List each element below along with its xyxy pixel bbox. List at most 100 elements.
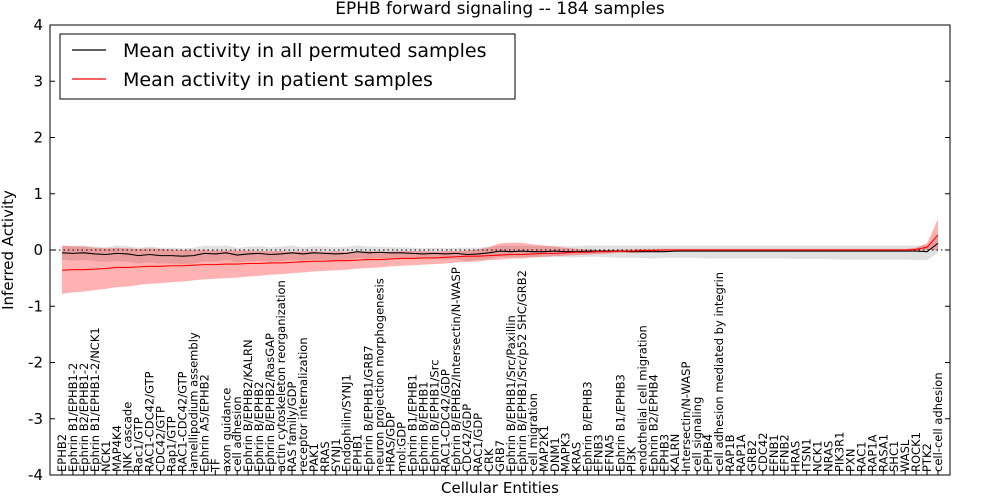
category-label: Ephrin B2/EPHB4	[646, 374, 660, 472]
category-label: JNK cascade	[121, 402, 135, 473]
y-tick-label: 0	[33, 241, 43, 259]
category-label: RAS family/GDP	[285, 382, 299, 472]
permuted-band	[62, 234, 938, 265]
category-label: DNM1	[548, 437, 562, 472]
category-label: CDC42/GDP	[460, 404, 474, 472]
category-label: axon guidance	[219, 388, 233, 472]
category-label: Ephrin B/EPHB1/Src/Paxillin	[504, 315, 518, 472]
category-label: Ephrin B1/EPHB3	[613, 374, 627, 472]
category-label: Ephrin B1/EPHB1-2/NCK1	[88, 327, 102, 472]
category-label: lamellipodium assembly	[186, 332, 200, 472]
y-tick-label: 3	[33, 72, 43, 90]
legend: Mean activity in all permuted samples Me…	[59, 33, 516, 100]
category-label: GRB7	[493, 440, 507, 472]
category-label: Ephrin B/EPHB2/Intersectin/N-WASP	[449, 267, 463, 472]
category-label: RAP1B	[723, 434, 737, 472]
chart-title: EPHB forward signaling -- 184 samples	[335, 0, 665, 19]
category-label: EFNB2	[778, 434, 792, 472]
y-tick-label: -3	[28, 410, 43, 428]
category-label: cell-cell adhesion	[931, 372, 945, 472]
category-label: endothelial cell migration	[635, 325, 649, 472]
plot-area	[50, 219, 950, 475]
category-label: RAC1-CDC42/GDP	[438, 369, 452, 472]
category-label: KRAS	[570, 442, 584, 472]
patient-mean-line	[61, 234, 939, 271]
category-label: Ephrin B/EPHB2	[252, 381, 266, 472]
category-label: cell adhesion mediated by integrin	[712, 272, 726, 472]
category-label: Ephrin B1/EPHB1-2	[66, 363, 80, 472]
category-label: Ephrin A5/EPHB2	[197, 374, 211, 472]
category-label: PXN	[843, 449, 857, 472]
y-tick-label: -1	[28, 297, 43, 315]
category-label: neuron projection morphogenesis	[373, 278, 387, 472]
category-label: PTK2	[920, 443, 934, 472]
category-label: NCK1	[99, 441, 113, 473]
category-label: ROCK1	[909, 432, 923, 472]
category-label: Ephrin B/EPHB1	[416, 381, 430, 472]
category-label: RAC1-CDC42/GTP	[175, 371, 189, 472]
category-label: EFNB3	[592, 434, 606, 472]
y-tick-label: 4	[33, 16, 43, 34]
category-label: RAP1A	[734, 434, 748, 472]
category-label: RAP1A	[865, 434, 879, 472]
category-label: PAK1	[307, 443, 321, 472]
category-label: Ephrin B1/EPHB1	[405, 374, 419, 472]
category-label: EFNB1	[767, 434, 781, 472]
category-label: Ephrin B/EPHB2/RasGAP	[263, 333, 277, 472]
category-label: Endophilin/SYNJ1	[340, 374, 354, 472]
category-label: WASL	[898, 439, 912, 472]
category-label: Ephrin B/EPHB1/GRB7	[362, 345, 376, 472]
category-label: RAC1/GDP	[471, 413, 485, 472]
category-label: MAP4K4	[110, 425, 124, 472]
category-label: EPHB4	[701, 434, 715, 472]
category-label: RAC1-CDC42/GTP	[143, 371, 157, 472]
category-label: EFNA5	[603, 434, 617, 472]
legend-box	[59, 33, 516, 100]
category-label: Ephrin B/EPHB2/KALRN	[241, 339, 255, 472]
category-label: mol:GDP	[394, 422, 408, 472]
y-tick-label: -4	[28, 466, 43, 484]
category-label: Ephrin B/EPHB3	[581, 381, 595, 472]
x-axis-label: Cellular Entities	[441, 479, 559, 497]
category-label: Ephrin B/EPHB1/Src	[427, 359, 441, 472]
legend-label-permuted: Mean activity in all permuted samples	[123, 40, 486, 62]
y-tick-label: -2	[28, 354, 43, 372]
category-label: SYNJ1	[329, 438, 343, 472]
category-label: actin cytoskeleton reorganization	[274, 280, 288, 472]
category-label: NRAS	[822, 441, 836, 472]
category-label: Intersectin/N-WASP	[679, 362, 693, 472]
category-label: receptor internalization	[296, 337, 310, 472]
category-label: NCK1	[811, 441, 825, 473]
category-label: SHC1	[887, 441, 901, 472]
category-label: KALRN	[668, 434, 682, 472]
category-label: MAPK3	[559, 432, 573, 472]
category-label: EPHB3	[657, 434, 671, 472]
category-label: HRAS	[789, 441, 803, 472]
y-tick-label: 1	[33, 185, 43, 203]
category-label: RAC1	[854, 441, 868, 472]
category-label: ITSN1	[800, 438, 814, 472]
category-label: EPHB2	[55, 434, 69, 472]
y-axis-label: Inferred Activity	[0, 190, 17, 310]
y-axis: -4 -3 -2 -1 0 1 2 3 4	[28, 16, 950, 484]
category-label: Rac1/GTP	[132, 417, 146, 472]
category-label: RRAS	[318, 441, 332, 472]
category-label: CDC42/GTP	[154, 406, 168, 472]
category-label: PI3K	[624, 446, 638, 472]
category-label: HRAS/GDP	[384, 412, 398, 472]
category-label: CDC42	[756, 432, 770, 472]
category-label: cell signaling	[690, 397, 704, 472]
category-label: cell adhesion	[230, 396, 244, 472]
category-label: MAP2K1	[537, 425, 551, 472]
permuted-mean-line	[61, 242, 939, 257]
category-label: PIK3R1	[832, 432, 846, 473]
y-tick-label: 2	[33, 129, 43, 147]
category-label: TF	[208, 458, 222, 473]
category-label: cell migration	[526, 393, 540, 472]
category-label: GRB2	[745, 440, 759, 472]
category-label: CRK	[482, 448, 496, 472]
legend-label-patient: Mean activity in patient samples	[123, 69, 433, 91]
patient-band	[62, 219, 938, 294]
